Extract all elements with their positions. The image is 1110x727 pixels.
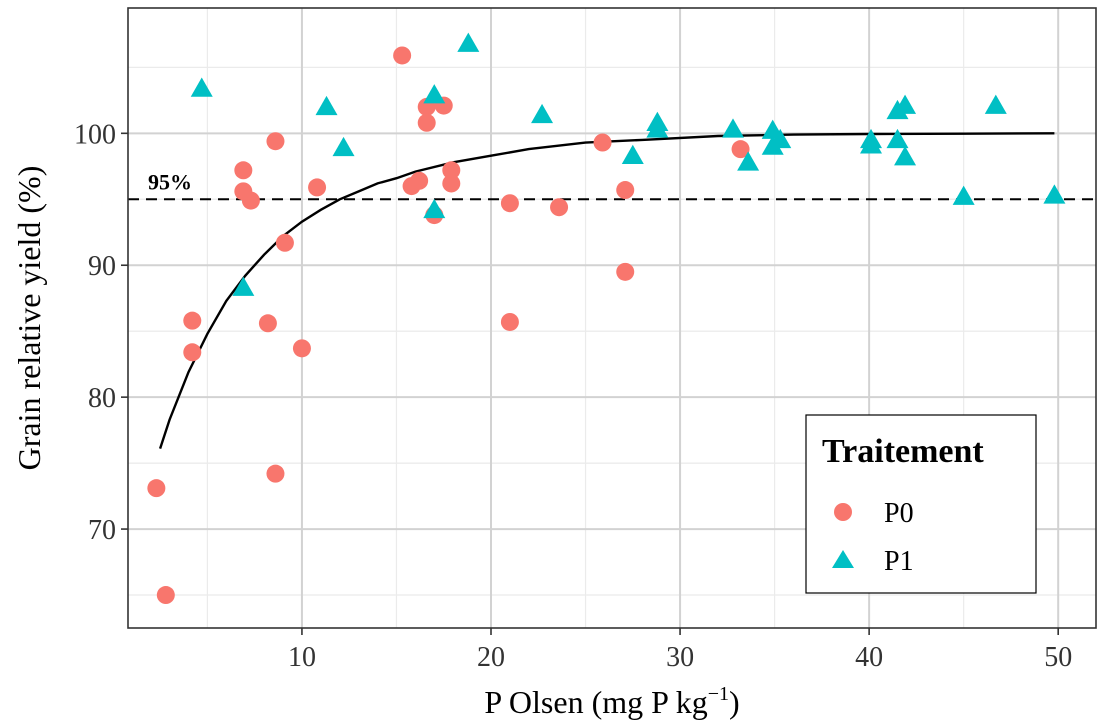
legend-p1-marker bbox=[832, 550, 854, 568]
x-tick-label: 50 bbox=[1044, 642, 1072, 673]
x-tick-label: 40 bbox=[855, 642, 883, 673]
x-tick-label: 20 bbox=[477, 642, 505, 673]
fitted-curve bbox=[158, 132, 1055, 449]
data-point-p0 bbox=[731, 140, 750, 159]
data-point-p1 bbox=[722, 118, 744, 138]
data-point-p0 bbox=[234, 161, 253, 180]
y-axis-title: Grain relative yield (%) bbox=[11, 166, 47, 471]
data-point-p0 bbox=[183, 343, 202, 362]
data-point-p1 bbox=[737, 151, 760, 171]
data-point-p1 bbox=[886, 128, 909, 149]
legend-p0-marker bbox=[834, 503, 852, 521]
y-axis-ticks: 70 80 90 100 bbox=[74, 119, 128, 546]
threshold-95-label: 95% bbox=[148, 169, 192, 194]
x-tick-label: 10 bbox=[288, 642, 316, 673]
data-point-p0 bbox=[616, 181, 635, 200]
x-axis-title-main: P Olsen (mg P kg bbox=[484, 684, 707, 720]
data-point-p0 bbox=[500, 312, 519, 331]
data-point-p0 bbox=[550, 198, 569, 217]
data-point-p1 bbox=[315, 95, 338, 116]
x-axis-title-exponent: −1 bbox=[708, 683, 729, 705]
x-axis-title: P Olsen (mg P kg−1) bbox=[484, 683, 739, 720]
legend: Traitement P0 P1 bbox=[805, 414, 1037, 594]
x-axis-ticks: 10 20 30 40 50 bbox=[288, 628, 1072, 673]
data-point-p0 bbox=[258, 314, 277, 333]
legend-p1-label: P1 bbox=[884, 546, 914, 577]
data-point-p0 bbox=[266, 132, 285, 151]
data-point-p1 bbox=[1043, 184, 1066, 204]
data-point-p0 bbox=[292, 339, 311, 358]
y-tick-label: 100 bbox=[74, 119, 116, 150]
data-point-p0 bbox=[266, 464, 285, 483]
data-point-p0 bbox=[147, 479, 166, 498]
legend-p0-label: P0 bbox=[884, 498, 914, 529]
data-point-p0 bbox=[442, 174, 461, 193]
data-point-p1 bbox=[332, 136, 355, 157]
y-tick-label: 90 bbox=[88, 251, 116, 282]
data-points bbox=[147, 32, 1066, 605]
data-point-p0 bbox=[593, 133, 612, 152]
y-tick-label: 80 bbox=[88, 383, 116, 414]
data-point-p1 bbox=[232, 276, 255, 296]
data-point-p1 bbox=[423, 84, 446, 104]
data-point-p1 bbox=[423, 198, 446, 219]
data-point-p0 bbox=[156, 586, 175, 605]
data-point-p0 bbox=[417, 113, 436, 132]
minor-gridlines bbox=[128, 8, 1096, 628]
data-point-p0 bbox=[241, 191, 260, 210]
data-point-p0 bbox=[393, 46, 412, 65]
data-point-p1 bbox=[894, 94, 917, 114]
data-point-p1 bbox=[952, 185, 975, 205]
legend-title: Traitement bbox=[822, 433, 984, 470]
data-point-p0 bbox=[442, 161, 461, 180]
x-tick-label: 30 bbox=[666, 642, 694, 673]
data-point-p1 bbox=[984, 94, 1007, 114]
data-point-p1 bbox=[457, 32, 480, 52]
data-point-p1 bbox=[531, 103, 554, 124]
x-axis-title-suffix: ) bbox=[729, 684, 740, 720]
data-point-p0 bbox=[500, 194, 519, 213]
data-point-p0 bbox=[410, 171, 429, 190]
data-point-p1 bbox=[646, 118, 669, 138]
data-point-p1 bbox=[894, 146, 917, 166]
data-point-p0 bbox=[183, 311, 202, 330]
plot-border bbox=[127, 7, 1097, 629]
y-tick-label: 70 bbox=[88, 515, 116, 546]
data-point-p0 bbox=[275, 233, 294, 252]
data-point-p0 bbox=[616, 262, 635, 281]
data-point-p1 bbox=[621, 144, 644, 164]
data-point-p1 bbox=[860, 134, 883, 154]
data-point-p1 bbox=[769, 128, 792, 149]
data-point-p0 bbox=[308, 178, 327, 197]
data-point-p1 bbox=[190, 77, 213, 97]
